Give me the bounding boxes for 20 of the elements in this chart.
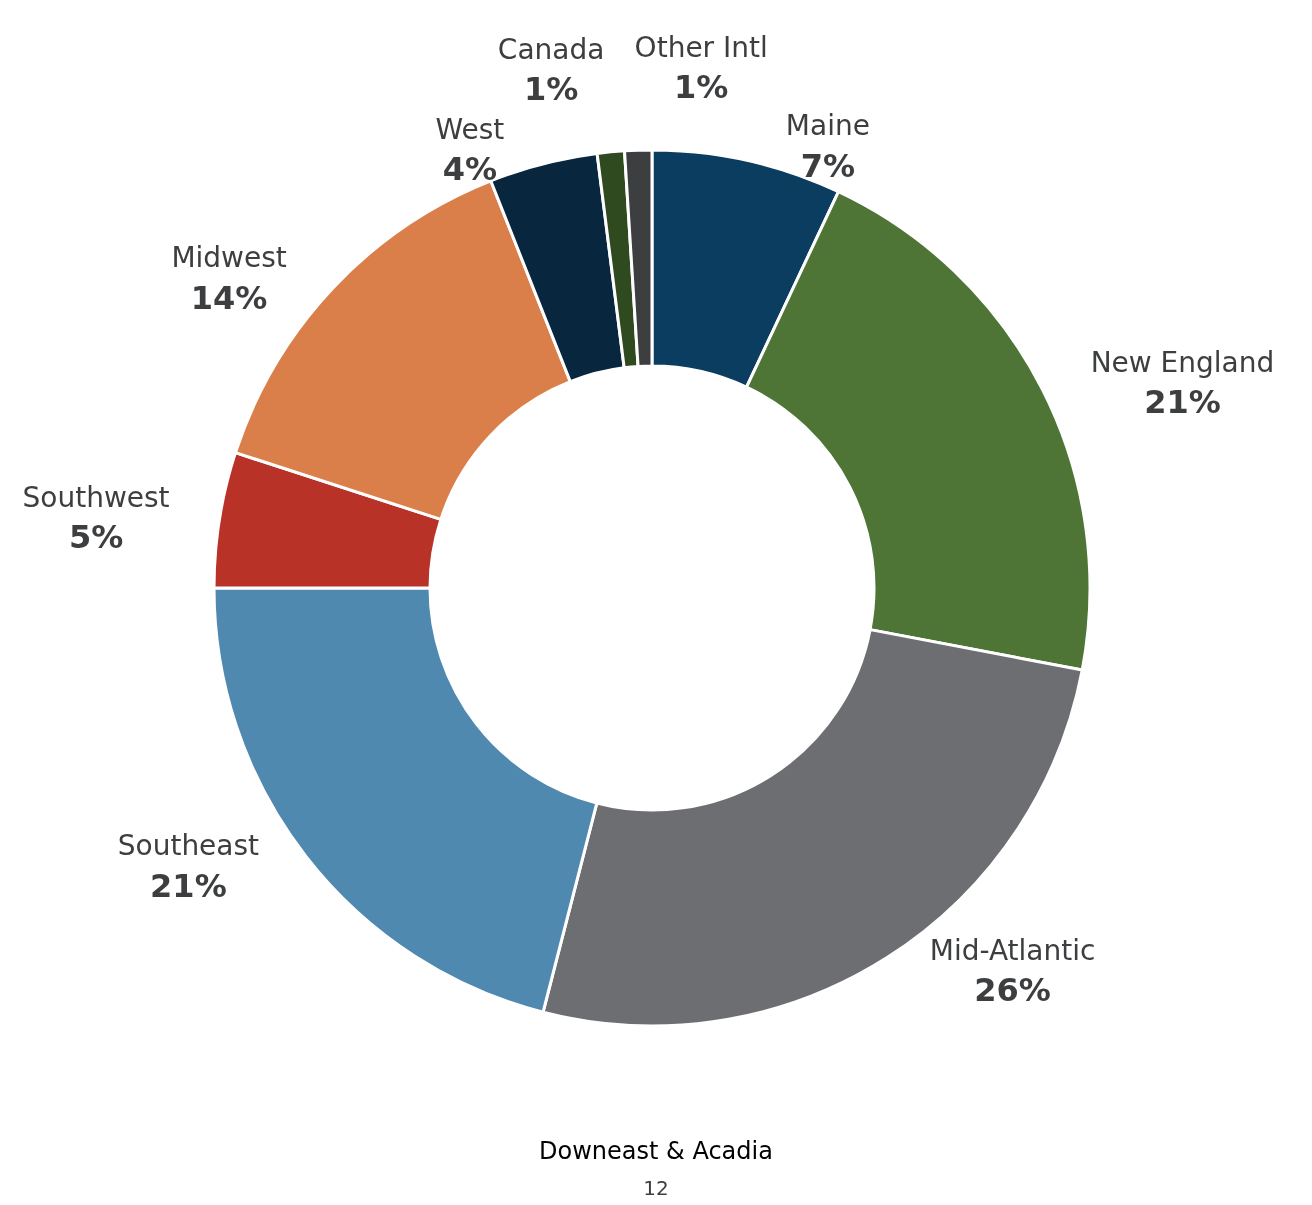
data-label: 4% [442,150,498,189]
data-label: 26% [974,971,1051,1010]
data-label: 21% [150,866,227,905]
data-label: 7% [800,146,856,185]
data-label: 1% [674,68,729,107]
data-label: 14% [190,278,268,317]
slice-label: Southwest [22,480,170,514]
text: Downeast & Acadia [539,1137,773,1165]
slice-label: Canada [497,32,605,66]
slice-label: New England [1090,345,1275,379]
slice-label: Mid-Atlantic [929,933,1096,967]
slice-label: Midwest [171,241,287,275]
data-label: 21% [1144,383,1221,422]
slice-label: West [435,112,505,146]
slice-label: Other Intl [634,30,768,64]
data-label: 1% [523,70,579,109]
slice-label: Maine [785,109,870,143]
slice-label: Southeast [117,829,260,863]
data-label: 5% [68,518,124,557]
text: 12 [643,1176,669,1200]
